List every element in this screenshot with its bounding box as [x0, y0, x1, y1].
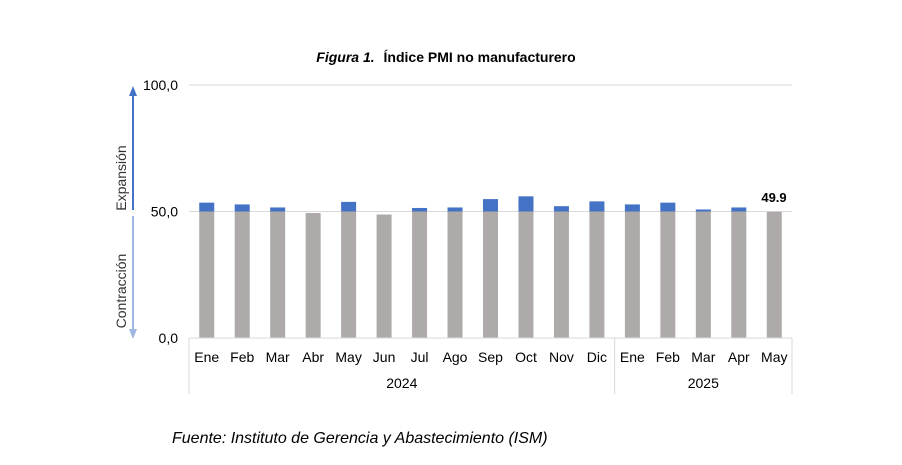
bar-base [341, 211, 357, 338]
x-tick-label: Jul [411, 349, 429, 365]
bar-8 [447, 207, 463, 338]
x-tick-label: Ago [443, 349, 468, 365]
bar-14 [660, 202, 676, 338]
x-tick-label: Ene [194, 349, 219, 365]
x-tick-label: Feb [230, 349, 254, 365]
bar-base [695, 211, 711, 338]
bar-above-threshold [447, 207, 463, 212]
bar-base [660, 211, 676, 338]
bar-base [376, 214, 392, 338]
contraction-label: Contracción [113, 254, 129, 329]
x-tick-label: May [761, 349, 787, 365]
bar-base [483, 211, 498, 338]
bar-4 [305, 213, 321, 338]
x-tick-label: Feb [656, 349, 680, 365]
x-tick-label: Ene [620, 349, 645, 365]
bar-base [234, 211, 250, 338]
bar-above-threshold [483, 199, 498, 212]
bar-above-threshold [695, 209, 711, 212]
y-axis: 0,0 50,0 100,0 [143, 77, 178, 346]
x-tick-label: Dic [587, 349, 607, 365]
chart-title: Figura 1. Índice PMI no manufacturero [316, 49, 575, 65]
x-tick-label: Mar [266, 349, 290, 365]
bar-base [518, 211, 534, 338]
bar-6 [376, 214, 392, 338]
x-group-label: 2024 [386, 375, 417, 391]
bar-9 [483, 199, 498, 338]
x-axis: Ene Feb Mar Abr May Jun Jul Ago Sep Oct Nov Dic Ene F… [188, 337, 793, 394]
bar-base [305, 213, 321, 338]
x-group-label: 2025 [688, 375, 719, 391]
bar-above-threshold [199, 202, 215, 212]
bar-base [553, 211, 569, 338]
chart-title-prefix: Figura 1. [316, 49, 374, 65]
expansion-contraction-arrows: Expansión Contracción [113, 86, 137, 339]
gridlines [189, 84, 792, 212]
bar-base [731, 211, 747, 338]
expansion-arrowhead [129, 86, 137, 96]
bar-base [447, 211, 463, 338]
bar-base [766, 211, 782, 338]
bar-above-threshold [660, 202, 676, 212]
bar-base [624, 211, 640, 338]
x-tick-label: Oct [515, 349, 537, 365]
bar-above-threshold [412, 207, 428, 212]
bar-above-threshold [341, 201, 357, 212]
y-tick-label: 50,0 [151, 204, 178, 220]
bar-1 [199, 202, 215, 338]
x-tick-label: Abr [302, 349, 324, 365]
source-note: Fuente: Instituto de Gerencia y Abasteci… [172, 430, 548, 447]
bar-above-threshold [270, 207, 286, 212]
bar-15 [695, 209, 711, 338]
x-tick-label: May [335, 349, 361, 365]
bars [199, 196, 782, 338]
bar-12 [589, 201, 605, 338]
bar-13 [624, 204, 640, 338]
bar-5 [341, 201, 357, 338]
contraction-arrowhead [129, 329, 137, 339]
bar-7 [412, 207, 428, 338]
bar-above-threshold [624, 204, 640, 212]
x-tick-label: Mar [691, 349, 715, 365]
bar-base [412, 211, 428, 338]
bar-base [199, 211, 215, 338]
x-tick-label: Nov [549, 349, 574, 365]
chart-title-main: Índice PMI no manufacturero [384, 49, 576, 65]
bar-above-threshold [518, 196, 534, 212]
bar-16 [731, 207, 747, 338]
x-tick-label: Sep [478, 349, 503, 365]
bar-17 [766, 211, 782, 338]
bar-base [589, 211, 605, 338]
bar-above-threshold [731, 207, 747, 212]
bar-2 [234, 204, 250, 338]
last-value-label: 49.9 [761, 190, 786, 205]
bar-base [270, 211, 286, 338]
bar-3 [270, 207, 286, 338]
bar-10 [518, 196, 534, 338]
bar-11 [553, 206, 569, 338]
y-tick-label: 0,0 [159, 330, 179, 346]
bar-above-threshold [589, 201, 605, 212]
expansion-label: Expansión [113, 145, 129, 210]
bar-above-threshold [553, 206, 569, 212]
bar-above-threshold [234, 204, 250, 212]
x-tick-label: Apr [728, 349, 750, 365]
x-tick-label: Jun [373, 349, 396, 365]
y-tick-label: 100,0 [143, 77, 178, 93]
